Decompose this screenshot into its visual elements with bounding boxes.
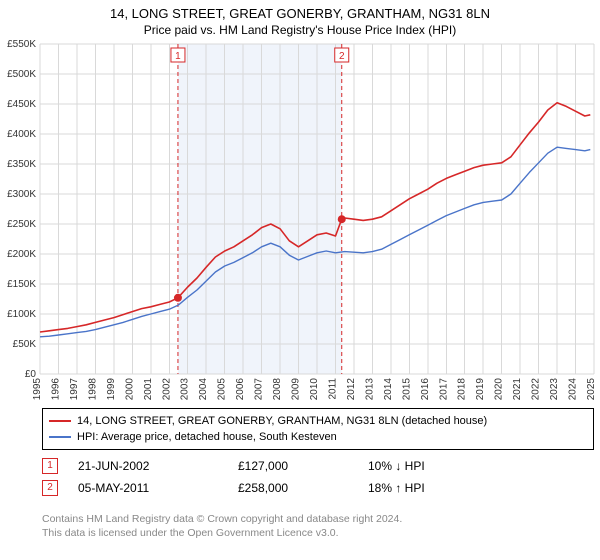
svg-text:1: 1 xyxy=(175,51,181,62)
svg-text:2000: 2000 xyxy=(124,378,135,401)
event-price: £127,000 xyxy=(238,459,348,473)
event-row: 1 21-JUN-2002 £127,000 10% ↓ HPI xyxy=(42,458,594,474)
footnote-line: This data is licensed under the Open Gov… xyxy=(42,526,594,540)
svg-text:2020: 2020 xyxy=(494,378,505,401)
svg-text:1997: 1997 xyxy=(69,378,80,401)
svg-text:£400K: £400K xyxy=(7,129,36,140)
svg-text:£100K: £100K xyxy=(7,309,36,320)
line-chart-svg: 12£0£50K£100K£150K£200K£250K£300K£350K£4… xyxy=(40,44,594,398)
legend-swatch xyxy=(49,436,71,438)
svg-text:2009: 2009 xyxy=(291,378,302,401)
events-table: 1 21-JUN-2002 £127,000 10% ↓ HPI 2 05-MA… xyxy=(42,452,594,496)
svg-text:2015: 2015 xyxy=(401,378,412,401)
chart-title: 14, LONG STREET, GREAT GONERBY, GRANTHAM… xyxy=(0,6,600,21)
svg-text:1998: 1998 xyxy=(87,378,98,401)
svg-text:2014: 2014 xyxy=(383,378,394,401)
svg-text:£250K: £250K xyxy=(7,219,36,230)
event-date: 21-JUN-2002 xyxy=(78,459,218,473)
svg-text:2022: 2022 xyxy=(531,378,542,401)
legend-label: 14, LONG STREET, GREAT GONERBY, GRANTHAM… xyxy=(77,413,487,429)
svg-text:2016: 2016 xyxy=(420,378,431,401)
svg-text:2008: 2008 xyxy=(272,378,283,401)
svg-text:2017: 2017 xyxy=(438,378,449,401)
svg-text:2023: 2023 xyxy=(549,378,560,401)
svg-text:£350K: £350K xyxy=(7,159,36,170)
legend-item: HPI: Average price, detached house, Sout… xyxy=(49,429,587,445)
svg-text:1995: 1995 xyxy=(32,378,43,401)
event-date: 05-MAY-2011 xyxy=(78,481,218,495)
chart-titles: 14, LONG STREET, GREAT GONERBY, GRANTHAM… xyxy=(0,0,600,37)
svg-text:2006: 2006 xyxy=(235,378,246,401)
svg-text:£200K: £200K xyxy=(7,249,36,260)
svg-text:2012: 2012 xyxy=(346,378,357,401)
svg-text:£500K: £500K xyxy=(7,69,36,80)
svg-text:2021: 2021 xyxy=(512,378,523,401)
svg-text:2007: 2007 xyxy=(254,378,265,401)
legend-item: 14, LONG STREET, GREAT GONERBY, GRANTHAM… xyxy=(49,413,587,429)
legend-label: HPI: Average price, detached house, Sout… xyxy=(77,429,337,445)
event-delta: 10% ↓ HPI xyxy=(368,459,478,473)
svg-text:2011: 2011 xyxy=(327,378,338,400)
chart-area: 12£0£50K£100K£150K£200K£250K£300K£350K£4… xyxy=(40,44,594,398)
svg-text:£450K: £450K xyxy=(7,99,36,110)
event-price: £258,000 xyxy=(238,481,348,495)
svg-text:2025: 2025 xyxy=(586,378,597,401)
svg-text:£300K: £300K xyxy=(7,189,36,200)
legend: 14, LONG STREET, GREAT GONERBY, GRANTHAM… xyxy=(42,408,594,450)
svg-text:£50K: £50K xyxy=(13,339,37,350)
svg-text:2018: 2018 xyxy=(457,378,468,401)
svg-text:2003: 2003 xyxy=(180,378,191,401)
svg-text:1996: 1996 xyxy=(50,378,61,401)
footnote-line: Contains HM Land Registry data © Crown c… xyxy=(42,512,594,526)
event-badge: 2 xyxy=(42,480,58,496)
svg-text:1999: 1999 xyxy=(106,378,117,401)
footnote: Contains HM Land Registry data © Crown c… xyxy=(42,512,594,540)
svg-text:2013: 2013 xyxy=(364,378,375,401)
svg-text:2024: 2024 xyxy=(568,378,579,401)
svg-text:2: 2 xyxy=(339,51,345,62)
svg-text:2001: 2001 xyxy=(143,378,154,401)
svg-text:£150K: £150K xyxy=(7,279,36,290)
svg-text:2010: 2010 xyxy=(309,378,320,401)
chart-subtitle: Price paid vs. HM Land Registry's House … xyxy=(0,23,600,37)
event-badge: 1 xyxy=(42,458,58,474)
event-delta: 18% ↑ HPI xyxy=(368,481,478,495)
event-row: 2 05-MAY-2011 £258,000 18% ↑ HPI xyxy=(42,480,594,496)
svg-text:2019: 2019 xyxy=(475,378,486,401)
svg-text:2004: 2004 xyxy=(198,378,209,401)
svg-text:£550K: £550K xyxy=(7,39,36,50)
legend-swatch xyxy=(49,420,71,422)
svg-text:2005: 2005 xyxy=(217,378,228,401)
svg-text:2002: 2002 xyxy=(161,378,172,401)
